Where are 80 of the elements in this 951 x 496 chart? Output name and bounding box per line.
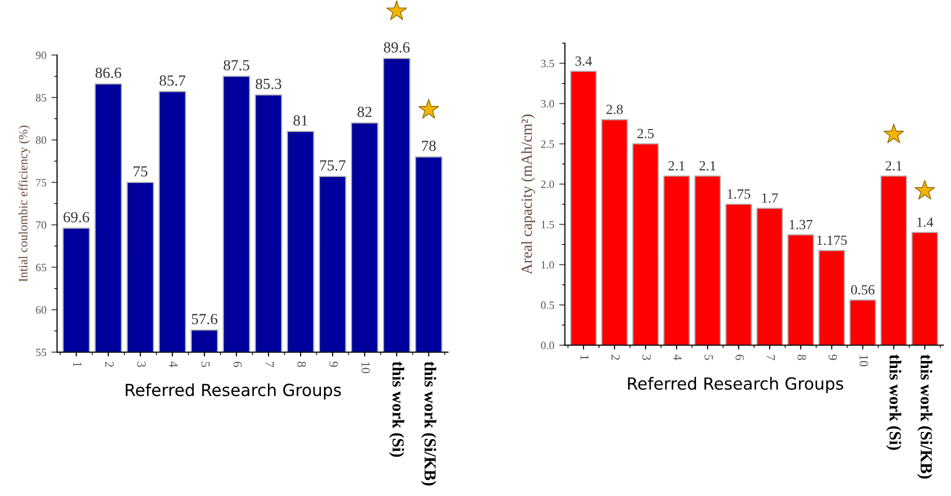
bar xyxy=(756,208,783,346)
data-label: 1.175 xyxy=(817,236,847,246)
data-label: 2.1 xyxy=(886,161,902,171)
data-label: 78 xyxy=(422,140,436,152)
y-axis-title: Areal capacity (mAh/cm²) xyxy=(521,114,536,274)
x-tick-label: this work (Si) xyxy=(389,361,404,457)
x-tick-label: 1 xyxy=(580,355,589,360)
data-label: 75.7 xyxy=(320,160,346,171)
x-tick-label: 2 xyxy=(612,354,620,360)
y-tick-label: 3.5 xyxy=(541,60,554,68)
x-axis-title: Referred Research Groups xyxy=(628,376,844,394)
data-label: 85.3 xyxy=(256,78,282,90)
x-tick-label: 7 xyxy=(766,355,775,360)
data-label: 86.6 xyxy=(96,68,122,78)
x-tick-label: 3 xyxy=(137,362,146,367)
x-tick-label: 7 xyxy=(266,362,274,368)
y-tick-label: 2.0 xyxy=(541,180,554,188)
x-tick-label: 1 xyxy=(73,362,82,367)
data-label: 1.75 xyxy=(728,189,750,199)
x-tick-label: 8 xyxy=(798,354,806,360)
x-tick-label: this work (Si/KB) xyxy=(421,361,436,486)
bar xyxy=(663,176,690,346)
data-label: 69.6 xyxy=(64,212,90,222)
x-tick-label: 4 xyxy=(169,361,178,368)
y-tick-label: 60 xyxy=(36,306,46,314)
y-tick-label: 55 xyxy=(36,348,46,356)
y-tick-label: 1.5 xyxy=(542,220,554,228)
bar xyxy=(912,232,938,346)
bar xyxy=(601,119,628,346)
x-tick-label: 8 xyxy=(297,362,306,367)
bar xyxy=(818,250,845,346)
y-tick-label: 3.0 xyxy=(541,100,554,108)
bar xyxy=(849,300,876,346)
data-label: 1.4 xyxy=(917,218,934,227)
y-axis-title: Intial coulombic efficiency (%) xyxy=(18,126,30,282)
x-axis-title: Referred Research Groups xyxy=(126,383,341,400)
data-label: 1.37 xyxy=(790,220,812,230)
y-tick-label: 85 xyxy=(36,94,46,102)
y-tick-label: 2.5 xyxy=(541,140,554,148)
data-label: 2.8 xyxy=(606,104,623,114)
y-tick-label: 80 xyxy=(36,136,46,144)
x-tick-label: 4 xyxy=(674,354,682,360)
y-tick-label: 90 xyxy=(36,52,46,60)
data-label: 87.5 xyxy=(224,60,250,70)
y-tick-label: 65 xyxy=(36,264,46,272)
bar xyxy=(725,204,752,346)
y-tick-label: 0.0 xyxy=(541,342,554,350)
x-tick-label: this work (Si/KB) xyxy=(917,354,932,479)
data-label: 75 xyxy=(134,166,148,177)
x-tick-label: 6 xyxy=(736,354,744,360)
x-tick-label: 2 xyxy=(105,362,114,367)
x-tick-label: 5 xyxy=(704,354,713,360)
data-label: 2.5 xyxy=(637,128,654,138)
x-tick-label: this work (Si) xyxy=(886,354,902,450)
bar xyxy=(570,70,597,346)
y-tick-label: 1.0 xyxy=(542,261,554,269)
y-tick-label: 70 xyxy=(36,221,46,229)
bar xyxy=(694,176,721,346)
y-tick-label: 75 xyxy=(36,178,46,186)
data-label: 89.6 xyxy=(384,42,410,53)
bar xyxy=(880,176,908,346)
data-label: 2.1 xyxy=(700,161,716,171)
data-label: 85.7 xyxy=(160,75,186,86)
data-label: 3.4 xyxy=(575,56,592,66)
x-tick-label: 3 xyxy=(642,354,651,360)
bar xyxy=(787,234,814,346)
x-tick-label: 9 xyxy=(329,362,338,367)
data-label: 57.6 xyxy=(192,314,218,324)
bar xyxy=(632,143,659,346)
data-label: 82 xyxy=(358,106,372,118)
x-tick-label: 9 xyxy=(828,354,837,360)
x-tick-label: 6 xyxy=(233,362,242,368)
x-tick-label: 5 xyxy=(201,362,210,367)
x-tick-label: 10 xyxy=(361,362,370,374)
x-tick-label: 10 xyxy=(860,355,868,366)
y-tick-label: 0.5 xyxy=(541,301,554,309)
data-label: 1.7 xyxy=(762,193,778,203)
data-label: 81 xyxy=(293,115,308,126)
data-label: 2.1 xyxy=(668,161,684,171)
data-label: 0.56 xyxy=(851,285,874,295)
